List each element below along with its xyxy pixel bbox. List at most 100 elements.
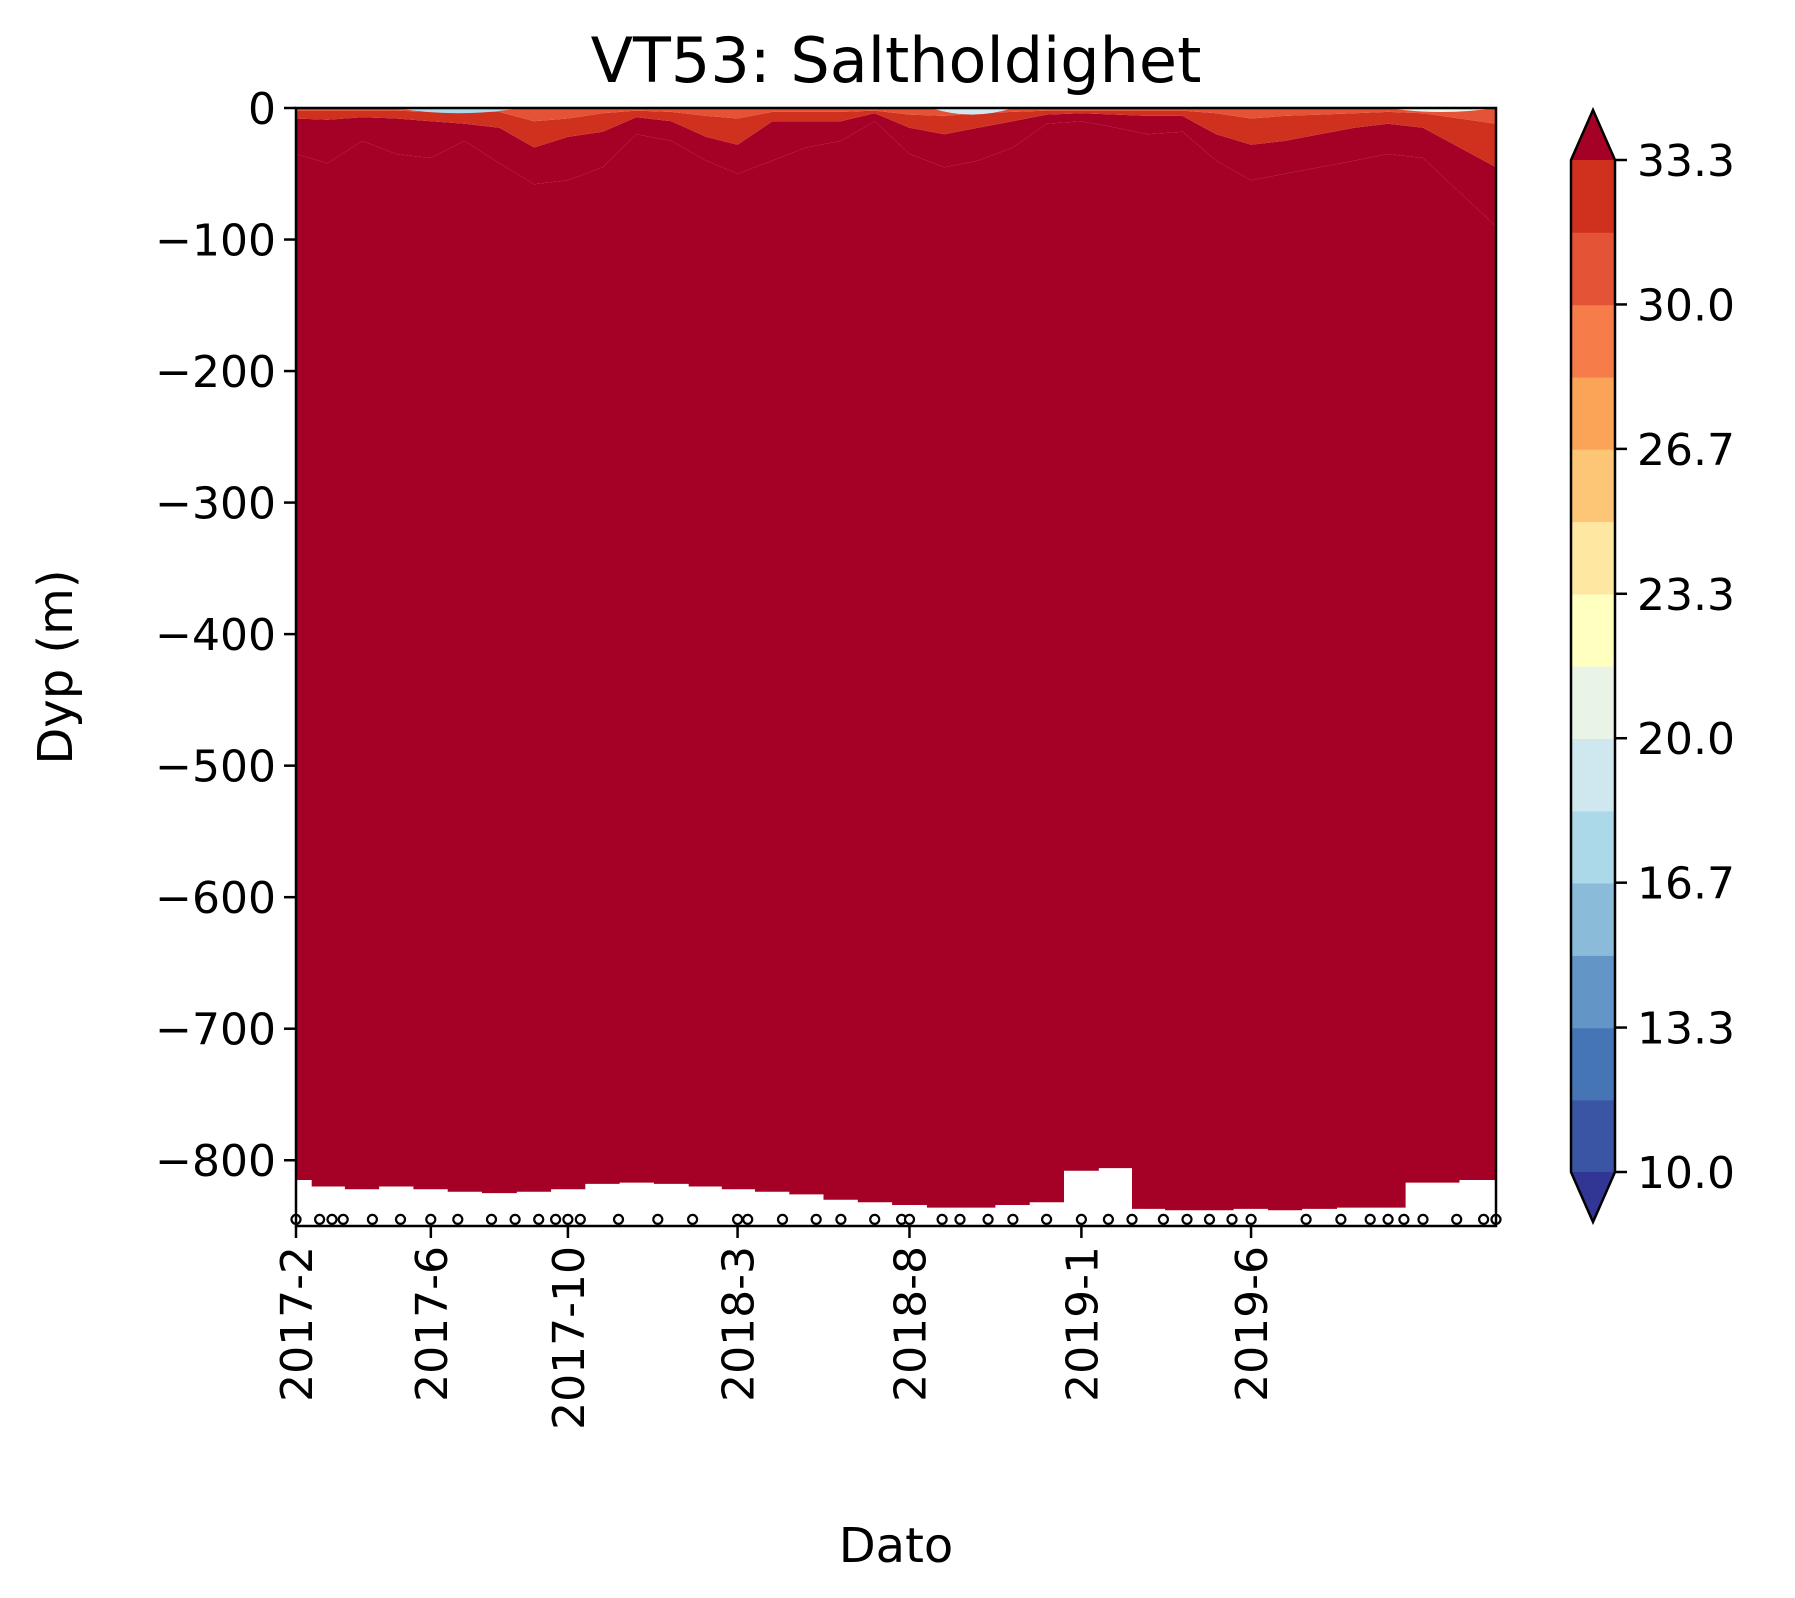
sample-marker	[1364, 1213, 1376, 1226]
x-axis: 2017-2 2017-6 2017-10 2018-3 2018-8 2019-1 201…	[272, 1226, 1278, 1430]
sample-marker	[1007, 1213, 1019, 1226]
sample-marker	[1477, 1213, 1490, 1226]
colorbar-tick-label: 16.7	[1637, 859, 1735, 910]
sample-marker	[366, 1213, 378, 1226]
sample-marker	[742, 1213, 754, 1226]
colorbar-tick-label: 30.0	[1637, 280, 1735, 331]
sample-marker	[936, 1213, 948, 1226]
x-tick-label: 2018-3	[714, 1246, 765, 1402]
sample-marker	[1126, 1213, 1138, 1226]
sample-marker	[869, 1213, 881, 1226]
sample-marker	[835, 1213, 847, 1226]
colorbar-extend-under	[1571, 1172, 1615, 1222]
colorbar-segment	[1571, 882, 1615, 956]
sample-marker	[326, 1213, 338, 1226]
colorbar-segment	[1571, 521, 1615, 595]
colorbar-segment	[1571, 160, 1615, 233]
sample-marker	[1300, 1213, 1312, 1226]
region-above-33.3	[296, 121, 1496, 1211]
colorbar-segment	[1571, 448, 1615, 523]
x-tick-label: 2017-2	[272, 1246, 323, 1402]
sample-marker	[810, 1213, 822, 1226]
sample-marker	[1203, 1213, 1216, 1226]
sample-marker	[1226, 1213, 1238, 1226]
sample-marker	[1157, 1213, 1170, 1226]
colorbar-extend-over	[1571, 110, 1615, 160]
colorbar-tick-label: 13.3	[1637, 1004, 1735, 1055]
colorbar: 10.0 13.3 16.7 20.0 23.3 26.7 30.0 33.3	[1569, 106, 1735, 1226]
colorbar-tick-label: 23.3	[1637, 570, 1735, 621]
colorbar-tick-label: 26.7	[1637, 425, 1735, 476]
sample-marker	[485, 1213, 498, 1226]
colorbar-tick-label: 10.0	[1637, 1148, 1735, 1199]
sample-marker	[612, 1213, 625, 1226]
x-tick-label: 2018-8	[886, 1246, 937, 1402]
colorbar-segment	[1571, 1027, 1615, 1101]
sample-marker	[686, 1213, 699, 1226]
sample-marker	[903, 1213, 916, 1226]
y-tick-label: −300	[155, 479, 276, 530]
colorbar-segment	[1571, 376, 1615, 450]
colorbar-segment	[1571, 810, 1615, 884]
sample-marker	[982, 1213, 994, 1226]
band-below-31.67	[296, 110, 1496, 168]
sample-marker	[314, 1213, 326, 1226]
sample-marker	[337, 1213, 349, 1226]
y-tick-label: −200	[155, 347, 276, 398]
sample-marker	[549, 1213, 562, 1226]
colorbar-tick-label: 20.0	[1637, 714, 1735, 765]
y-tick-label: 0	[248, 84, 276, 135]
plot-area	[296, 108, 1496, 1211]
chart-title: VT53: Saltholdighet	[591, 24, 1202, 97]
plot-frame	[294, 106, 1498, 1228]
y-tick-label: −400	[155, 610, 276, 661]
colorbar-segment	[1571, 738, 1615, 812]
sample-marker	[394, 1213, 407, 1226]
sample-marker	[452, 1213, 464, 1226]
sample-marker	[652, 1213, 664, 1226]
sample-marker	[1102, 1213, 1115, 1226]
colorbar-segment	[1571, 593, 1615, 667]
sample-marker	[731, 1213, 744, 1226]
y-tick-label: −800	[155, 1136, 276, 1187]
y-tick-label: −700	[155, 1005, 276, 1056]
colorbar-segment	[1571, 665, 1615, 739]
sample-marker	[1245, 1213, 1257, 1226]
sample-marker	[1075, 1213, 1088, 1226]
sample-marker	[954, 1213, 966, 1226]
sample-marker	[425, 1213, 437, 1226]
x-tick-label: 2017-6	[407, 1246, 458, 1402]
band-below-30	[296, 108, 1496, 124]
colorbar-tick-label: 33.3	[1637, 136, 1735, 187]
sample-marker	[533, 1213, 545, 1226]
x-tick-label: 2019-1	[1057, 1246, 1108, 1402]
sample-marker	[1040, 1213, 1053, 1226]
x-axis-label: Dato	[839, 1518, 954, 1574]
y-tick-label: −600	[155, 873, 276, 924]
sample-marker	[562, 1213, 574, 1226]
fresh-patch-1	[930, 108, 1013, 115]
sample-marker	[1398, 1213, 1410, 1226]
x-tick-label: 2017-10	[544, 1246, 595, 1430]
sample-marker	[1382, 1213, 1394, 1226]
y-axis-label: Dyp (m)	[28, 569, 84, 764]
colorbar-segment	[1571, 232, 1615, 306]
colorbar-segment	[1571, 1099, 1615, 1173]
fresh-patch-0	[396, 108, 521, 114]
band-below-33.33	[296, 113, 1496, 227]
y-tick-label: −500	[155, 742, 276, 793]
sample-marker	[1417, 1213, 1429, 1226]
sample-marker	[1335, 1213, 1347, 1226]
sample-marker	[776, 1213, 789, 1226]
colorbar-segment	[1571, 304, 1615, 378]
sample-marker	[1181, 1213, 1193, 1226]
y-axis: 0 −100 −200 −300 −400 −500 −600 −700 −800	[155, 84, 296, 1187]
y-tick-label: −100	[155, 216, 276, 267]
sample-markers	[290, 1213, 1502, 1226]
x-tick-label: 2019-6	[1227, 1246, 1278, 1402]
sample-marker	[509, 1213, 521, 1226]
sample-marker	[574, 1213, 586, 1226]
colorbar-segment	[1571, 955, 1615, 1029]
